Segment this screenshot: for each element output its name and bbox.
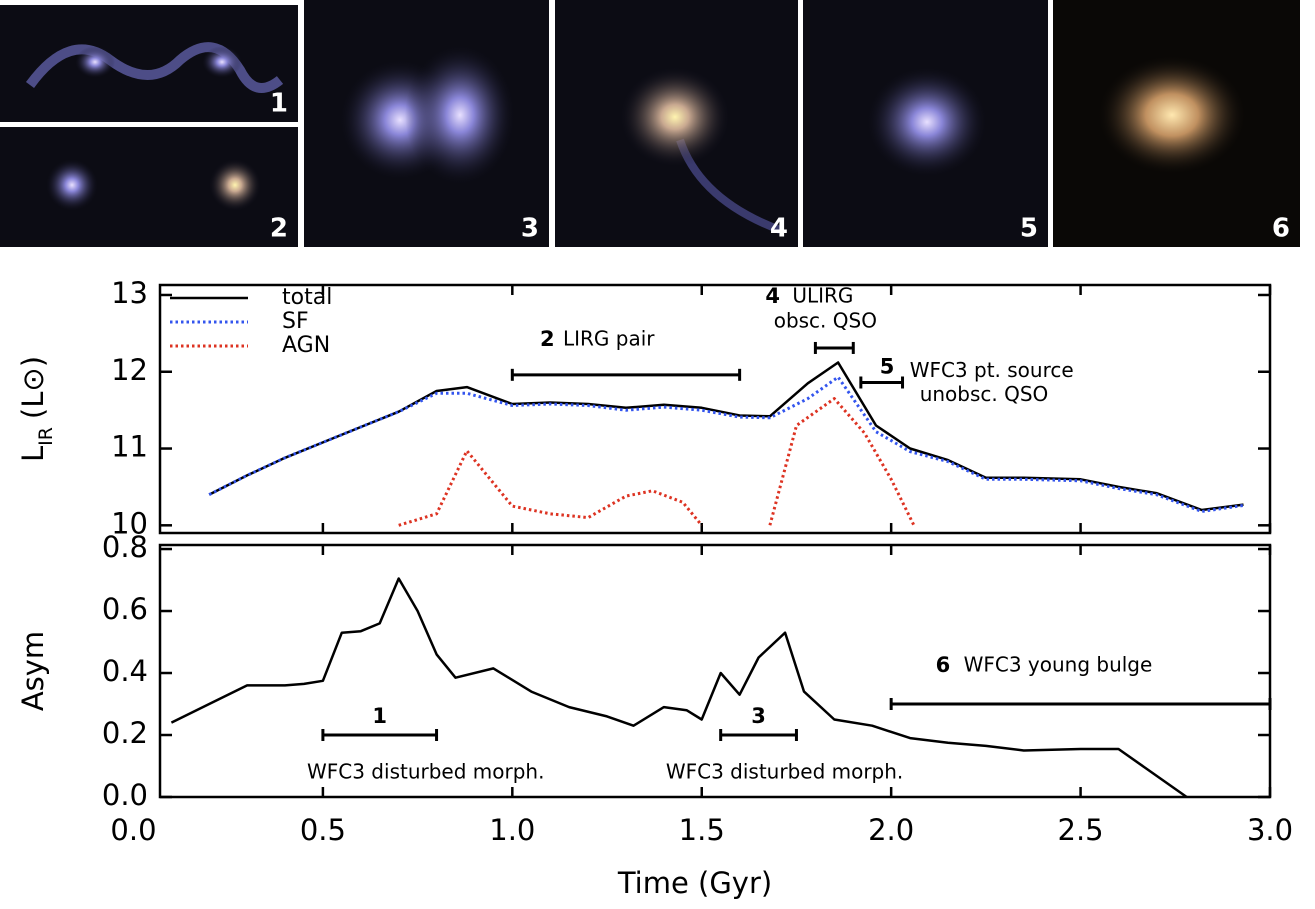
- image-panels: [0, 0, 1300, 247]
- plot-frame: [158, 543, 1272, 799]
- legend-label: SF: [282, 309, 309, 334]
- plot-frame: [158, 283, 1272, 535]
- x-axis-label: Time (Gyr): [617, 866, 772, 900]
- y-axis-label: LIR (L⊙): [16, 356, 57, 462]
- series-line: [208, 361, 1244, 512]
- legend-label: AGN: [282, 333, 330, 358]
- annotation-text: obsc. QSO: [774, 308, 877, 332]
- annotation-number: 4: [765, 284, 780, 308]
- panel-label: 3: [521, 214, 539, 244]
- y-tick-label: 0.0: [102, 778, 148, 812]
- annotation-text: WFC3 pt. source: [910, 358, 1074, 382]
- x-tick-label: 1.5: [679, 813, 725, 847]
- galaxy: [75, 46, 115, 78]
- annotation-text: WFC3 young bulge: [964, 653, 1153, 677]
- x-tick-label: 0.0: [110, 813, 156, 847]
- y-tick-label: 0.2: [102, 716, 148, 750]
- x-tick-label: 3.0: [1247, 813, 1293, 847]
- y-axis-label-part: (L⊙): [16, 356, 50, 419]
- x-tick-label: 2.0: [868, 813, 914, 847]
- y-tick-label: 0.4: [102, 654, 148, 688]
- galaxy: [25, 42, 284, 93]
- annotation-number: 6: [936, 653, 951, 677]
- annotation-number: 5: [880, 355, 895, 379]
- x-tick-label: 1.0: [489, 813, 535, 847]
- annotation-text: ULIRG: [792, 283, 853, 307]
- y-axis-label: Asym: [16, 631, 50, 711]
- panel-label: 6: [1272, 214, 1290, 244]
- y-axis-label-part: Asym: [16, 631, 50, 711]
- y-tick-label: 13: [111, 276, 148, 310]
- galaxy: [1097, 55, 1247, 175]
- annotation-text: WFC3 disturbed morph.: [666, 760, 903, 784]
- panel-label: 4: [770, 214, 788, 244]
- galaxy: [867, 67, 987, 177]
- series-line: [170, 577, 1188, 799]
- annotation-text: WFC3 disturbed morph.: [307, 760, 544, 784]
- annotation-number: 1: [372, 704, 387, 728]
- galaxy: [405, 45, 515, 185]
- panel-label: 5: [1020, 214, 1038, 244]
- y-tick-label: 11: [111, 430, 148, 464]
- y-tick-label: 0.6: [102, 592, 148, 626]
- annotation-number: 2: [540, 327, 555, 351]
- y-axis-label-part: IR: [35, 427, 57, 446]
- y-tick-label: 0.8: [102, 530, 148, 564]
- panel-label: 1: [270, 89, 288, 119]
- galaxy: [209, 159, 261, 211]
- y-axis-label-part: L: [16, 446, 50, 462]
- annotation-text: unobsc. QSO: [920, 382, 1049, 406]
- annotation-number: 3: [751, 704, 766, 728]
- series-line: [398, 397, 916, 527]
- galaxy: [620, 67, 730, 167]
- x-tick-label: 2.5: [1058, 813, 1104, 847]
- annotation-text: LIRG pair: [563, 326, 655, 350]
- y-tick-label: 10: [111, 506, 148, 540]
- x-tick-label: 0.5: [300, 813, 346, 847]
- galaxy: [46, 159, 98, 211]
- series-line: [208, 375, 1244, 513]
- galaxy: [202, 46, 242, 78]
- y-tick-label: 12: [111, 353, 148, 387]
- panel-label: 2: [270, 214, 288, 244]
- legend-label: total: [282, 285, 332, 310]
